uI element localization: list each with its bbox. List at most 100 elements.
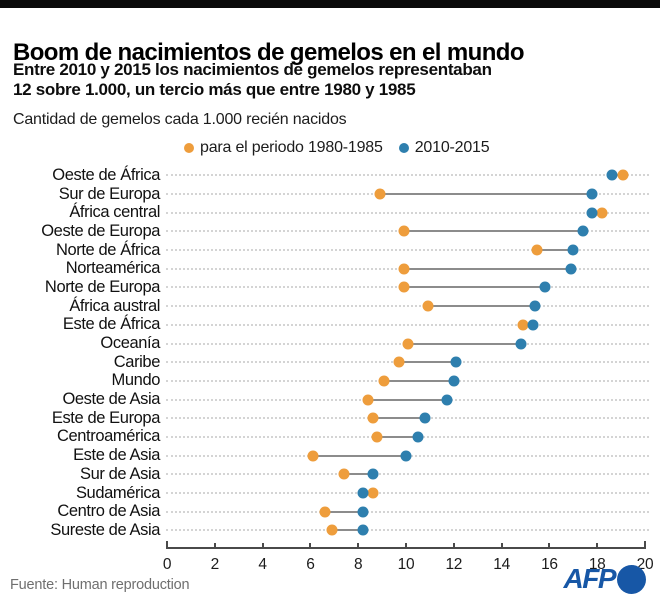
dot-2010-2015 [529,300,541,312]
category-label: Norte de África [55,240,160,259]
x-axis-tick-label: 16 [541,556,558,573]
row-plot-area [166,390,649,409]
x-axis-tick [405,543,407,549]
dot-1980-1985 [374,188,386,200]
connector-line [312,454,406,457]
dot-2010-2015 [357,506,369,518]
category-label: Oeste de Asia [62,390,160,409]
dot-1980-1985 [367,487,379,499]
row-plot-area [166,428,649,447]
x-axis-tick-label: 6 [306,556,315,573]
dotted-leader-line [166,529,649,532]
category-label: Sur de Europa [58,184,161,203]
dot-1980-1985 [517,319,529,331]
connector-line [537,249,574,252]
page-title: Boom de nacimientos de gemelos en el mun… [13,39,525,67]
row-plot-area [166,521,649,540]
dumbbell-chart: Oeste de África Sur de Europa África centr… [0,166,660,540]
chart-row: Sur de Asia [0,465,660,484]
connector-line [408,342,521,345]
dotted-leader-line [166,305,649,308]
row-plot-area [166,446,649,465]
dot-1980-1985 [393,356,405,368]
chart-row: Oeste de Asia [0,390,660,409]
x-axis-tick [548,543,551,549]
category-label: Centroamérica [56,427,160,446]
chart-row: Este de Asia [0,446,660,465]
dot-1980-1985 [402,338,414,350]
connector-line [403,286,545,289]
row-plot-area [166,203,649,222]
dot-2010-2015 [539,281,551,293]
dot-1980-1985 [531,244,543,256]
dot-2010-2015 [448,375,460,387]
category-label: Sureste de Asia [50,520,160,539]
dot-1980-1985 [367,412,379,424]
dot-2010-2015 [606,169,618,181]
category-label: Oceanía [100,334,160,353]
x-axis-tick [261,543,264,549]
category-label: Sur de Asia [80,464,160,483]
connector-line [367,398,447,401]
connector-line [377,435,418,438]
row-plot-area [166,222,649,241]
dot-2010-2015 [441,394,453,406]
chart-row: Sureste de Asia [0,521,660,540]
category-label: Mundo [111,371,161,390]
connector-line [343,473,373,476]
row-plot-area [166,465,649,484]
chart-row: Oeste de Europa [0,222,660,241]
category-label: Este de Europa [51,408,161,427]
dotted-leader-line [166,510,649,513]
x-axis-tick [166,541,168,549]
connector-line [611,174,624,177]
connector-line [324,510,363,513]
dot-2010-2015 [515,338,527,350]
category-label: África central [69,203,160,222]
x-axis-tick [309,543,312,549]
dot-2010-2015 [565,263,577,275]
x-axis-tick [357,543,360,549]
category-label: Oeste de África [52,165,160,184]
chart-row: Este de África [0,315,660,335]
chart-row: África austral [0,297,660,316]
dot-2010-2015 [357,524,369,536]
connector-line [427,305,536,308]
dot-2010-2015 [586,207,598,219]
chart-row: Norteamérica [0,259,660,278]
dotted-leader-line [166,323,649,326]
source-credit: Fuente: Human reproduction [10,577,190,593]
row-plot-area [166,297,649,316]
dot-1980-1985 [398,281,410,293]
chart-row: Oeste de África [0,166,660,185]
dot-1980-1985 [398,225,410,237]
top-divider-bar [0,0,660,8]
row-plot-area [166,484,649,503]
x-axis: 0 2 4 6 8 10 12 14 16 18 20 [163,541,654,573]
chart-subtitle: Entre 2010 y 2015 los nacimientos de gem… [13,60,633,100]
category-label: Centro de Asia [57,502,160,521]
row-plot-area [166,316,649,335]
orange-dot-icon [184,143,194,153]
subtitle-line-2: 12 sobre 1.000, un tercio más que entre … [13,80,416,99]
connector-line [384,379,454,382]
row-plot-area [166,259,649,278]
chart-row: Sur de Europa [0,185,660,204]
afp-logo: AFP [564,564,646,594]
category-label: Norte de Europa [44,277,160,296]
connector-line [403,267,571,270]
dot-1980-1985 [617,169,629,181]
x-axis-tick-label: 2 [210,556,220,573]
category-label: Este de África [62,315,161,334]
category-label: Oeste de Europa [41,221,160,240]
dot-2010-2015 [400,450,412,462]
dot-2010-2015 [412,431,424,443]
dotted-leader-line [166,249,649,252]
blue-dot-icon [398,143,409,153]
dot-2010-2015 [577,225,589,237]
dot-1980-1985 [596,207,608,219]
legend-item-1980-1985: para el periodo 1980-1985 [184,139,383,157]
chart-row: Este de Europa [0,409,660,428]
chart-row: África central [0,203,660,222]
afp-logo-circle-icon [617,564,646,594]
